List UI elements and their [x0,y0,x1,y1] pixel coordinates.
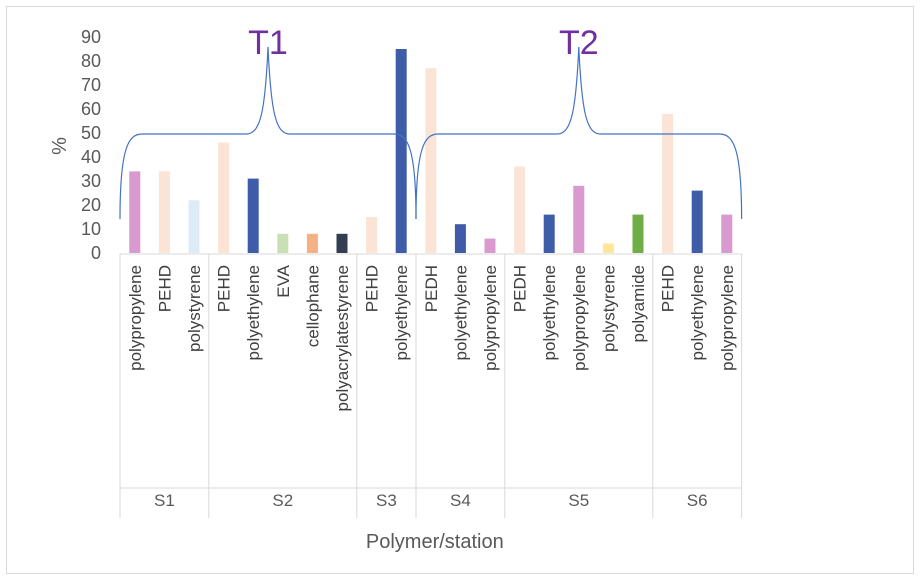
bar-s2-polyacrylatestyrene [336,233,348,253]
station-label: S2 [272,491,293,510]
y-tick-label: 10 [81,219,101,239]
category-label: polyethylene [451,265,470,360]
station-label: S3 [376,491,397,510]
category-label: PEDH [422,265,441,312]
bar-s4-polypropylene [484,238,496,253]
station-label: S1 [154,491,175,510]
category-label: polyethylene [392,265,411,360]
bar-s2-eva [277,233,289,253]
x-axis-title: Polymer/station [366,531,504,553]
category-label: PEHD [363,265,382,312]
station-label: S5 [568,491,589,510]
category-label: polystyrene [599,265,618,352]
bar-s5-polystyrene [602,243,614,253]
category-label: PEHD [155,265,174,312]
station-label: S6 [687,491,708,510]
category-label: EVA [274,264,293,297]
bar-s2-pehd [218,142,230,253]
y-axis-title: % [49,137,71,155]
bar-s2-cellophane [306,233,318,253]
braces [119,46,743,220]
bar-s5-pedh [514,166,526,253]
annotation-t2: T2 [559,24,599,62]
bar-s1-polypropylene [129,171,141,253]
category-label: cellophane [303,265,322,347]
y-tick-label: 70 [81,75,101,95]
category-label: PEHD [659,265,678,312]
category-label: polyethylene [244,265,263,360]
category-label: polystyrene [185,265,204,352]
bar-s5-polyamide [632,214,644,253]
y-axis-ticks: 0 10 20 30 40 50 60 70 80 90 [81,27,101,263]
brace-t2 [415,46,743,220]
y-tick-label: 50 [81,123,101,143]
brace-t1 [119,46,417,220]
y-tick-label: 90 [81,27,101,47]
category-label: PEDH [511,265,530,312]
bar-s5-polyethylene [543,214,555,253]
category-label: polyamide [629,265,648,343]
y-tick-label: 20 [81,195,101,215]
y-tick-label: 80 [81,51,101,71]
annotation-t1: T1 [248,24,288,62]
bar-s4-pedh [425,68,437,253]
category-label: polypropylene [126,265,145,371]
bar-s6-pehd [662,113,674,253]
category-label: polypropylene [570,265,589,371]
station-label: S4 [450,491,471,510]
bar-s3-polyethylene [395,49,407,253]
y-tick-label: 30 [81,171,101,191]
y-tick-label: 0 [91,243,101,263]
bar-s1-pehd [158,171,170,253]
bar-s4-polyethylene [454,224,466,253]
chart-frame [6,6,914,574]
category-label: polyacrylatestyrene [333,265,352,411]
category-label: PEHD [215,265,234,312]
bar-s5-polypropylene [573,185,585,253]
category-label: polyethylene [688,265,707,360]
bar-s3-pehd [366,217,378,253]
category-axis: polypropylene PEHD polystyrene S1 PEHD polyet… [119,253,743,518]
y-tick-label: 40 [81,147,101,167]
bar-s6-polyethylene [691,190,703,253]
bar-s6-polypropylene [721,214,733,253]
bar-s1-polystyrene [188,200,200,253]
bar-s2-polyethylene [247,178,259,253]
category-label: polyethylene [540,265,559,360]
category-label: polypropylene [481,265,500,371]
bars [129,49,733,253]
category-label: polypropylene [718,265,737,371]
y-tick-label: 60 [81,99,101,119]
